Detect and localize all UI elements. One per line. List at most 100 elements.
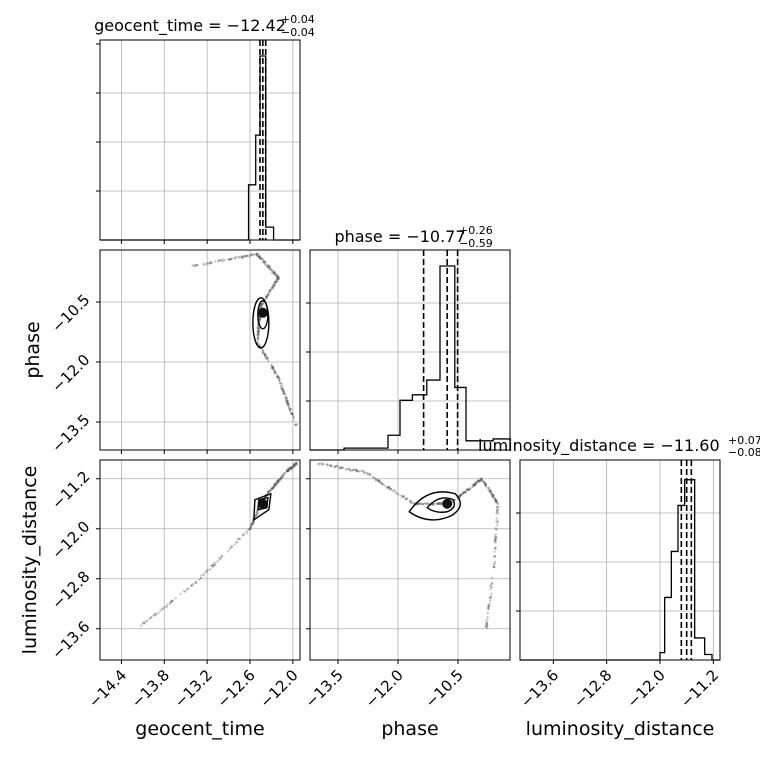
scatter-point xyxy=(275,280,278,284)
scatter-point xyxy=(261,302,264,306)
scatter-point xyxy=(198,578,201,581)
scatter-point xyxy=(270,363,273,366)
scatter-point xyxy=(257,328,261,331)
scatter-point xyxy=(493,498,496,501)
scatter-point xyxy=(379,481,383,485)
scatter-point xyxy=(240,255,243,258)
scatter-point xyxy=(196,263,199,267)
scatter-point xyxy=(222,258,225,261)
scatter-point xyxy=(277,379,281,383)
scatter-point xyxy=(474,481,478,484)
scatter-point xyxy=(244,255,247,258)
scatter-point xyxy=(491,582,494,585)
scatter-point xyxy=(492,494,495,497)
scatter-point xyxy=(421,502,424,506)
scatter-point xyxy=(277,276,280,279)
scatter-point xyxy=(218,258,221,262)
scatter-points-p20 xyxy=(139,461,299,627)
scatter-point xyxy=(494,536,497,539)
scatter-point xyxy=(276,375,279,378)
panel-scatter-p21 xyxy=(309,459,511,661)
scatter-point xyxy=(257,331,260,335)
scatter-point xyxy=(270,286,274,290)
scatter-point xyxy=(295,461,299,464)
ytick-label-luminosity_distance: −13.6 xyxy=(48,617,93,662)
scatter-point xyxy=(185,588,188,592)
scatter-point xyxy=(262,259,265,262)
scatter-point xyxy=(153,613,156,616)
scatter-point xyxy=(283,392,286,395)
scatter-point xyxy=(220,259,223,262)
scatter-point xyxy=(262,351,265,354)
hist-step-geocent_time xyxy=(100,55,300,241)
scatter-point xyxy=(270,487,273,490)
scatter-point xyxy=(495,500,498,503)
ylabel-luminosity_distance: luminosity_distance xyxy=(19,466,41,655)
scatter-point xyxy=(464,490,468,493)
scatter-point xyxy=(329,464,333,467)
scatter-point xyxy=(280,386,283,389)
scatter-point xyxy=(280,476,283,479)
scatter-point xyxy=(394,490,397,493)
scatter-point xyxy=(318,463,321,466)
scatter-point xyxy=(276,279,279,282)
xtick-label-geocent_time: −13.2 xyxy=(171,666,216,711)
scatter-point xyxy=(339,466,342,470)
scatter-point xyxy=(260,303,263,306)
scatter-point xyxy=(287,403,290,407)
scatter-point xyxy=(277,277,280,280)
scatter-point xyxy=(326,464,329,467)
scatter-point xyxy=(271,366,275,369)
scatter-point xyxy=(285,401,288,404)
scatter-point xyxy=(281,390,284,393)
scatter-point xyxy=(288,406,291,410)
scatter-point xyxy=(286,469,289,472)
scatter-point xyxy=(281,474,285,477)
scatter-point xyxy=(335,464,338,468)
scatter-point xyxy=(274,274,277,277)
scatter-point xyxy=(426,502,430,505)
scatter-point xyxy=(489,488,492,491)
scatter-point xyxy=(488,490,491,493)
scatter-point xyxy=(494,547,497,551)
scatter-point xyxy=(286,402,289,405)
scatter-point xyxy=(287,470,290,473)
scatter-point xyxy=(271,486,275,489)
scatter-point xyxy=(458,495,461,498)
scatter-point xyxy=(293,464,296,467)
scatter-point xyxy=(210,262,213,265)
scatter-point xyxy=(265,354,268,358)
scatter-point xyxy=(238,537,241,540)
scatter-point xyxy=(477,480,480,483)
scatter-point xyxy=(437,502,440,506)
scatter-point xyxy=(258,327,261,330)
scatter-point xyxy=(281,389,284,392)
scatter-point xyxy=(471,485,474,489)
scatter-point xyxy=(417,502,420,505)
scatter-point xyxy=(229,258,232,261)
scatter-point xyxy=(262,261,266,264)
ytick-label-phase: −13.5 xyxy=(48,411,93,456)
scatter-point xyxy=(199,576,203,580)
scatter-point xyxy=(288,406,291,409)
scatter-point xyxy=(277,480,280,483)
scatter-point xyxy=(361,469,364,473)
scatter-point xyxy=(459,494,462,497)
scatter-point xyxy=(272,271,276,274)
scatter-point xyxy=(272,284,275,287)
scatter-point xyxy=(464,490,467,493)
scatter-point xyxy=(321,462,324,465)
scatter-point xyxy=(493,497,496,500)
scatter-point xyxy=(493,546,497,550)
scatter-point xyxy=(267,264,270,268)
scatter-point xyxy=(187,587,190,590)
scatter-point xyxy=(494,560,497,563)
scatter-point xyxy=(269,489,273,492)
scatter-point xyxy=(141,622,144,625)
scatter-point xyxy=(267,360,270,363)
scatter-point xyxy=(278,478,281,481)
scatter-point xyxy=(491,492,494,496)
scatter-point xyxy=(257,254,261,257)
scatter-point xyxy=(220,555,223,558)
scatter-point xyxy=(251,522,254,525)
